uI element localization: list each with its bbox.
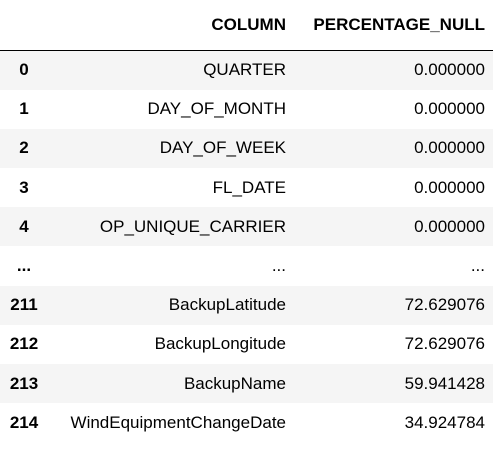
row-index: 4 (19, 216, 29, 236)
percentage-null-cell: 59.941428 (404, 373, 485, 393)
table-row: 213 BackupName 59.941428 (0, 364, 493, 404)
column-name-cell: DAY_OF_MONTH (147, 99, 286, 119)
table-row: 0 QUARTER 0.000000 (0, 50, 493, 90)
column-name-cell: FL_DATE (212, 177, 286, 197)
percentage-null-cell: 72.629076 (404, 334, 485, 354)
column-name-cell: BackupLongitude (154, 334, 286, 354)
column-name-cell: WindEquipmentChangeDate (70, 412, 286, 432)
row-index: 3 (19, 177, 29, 197)
table-row: 3 FL_DATE 0.000000 (0, 168, 493, 208)
row-index: 211 (10, 295, 38, 315)
column-name-cell: QUARTER (203, 60, 286, 80)
percentage-null-cell: 0.000000 (414, 138, 485, 158)
table-row: 211 BackupLatitude 72.629076 (0, 285, 493, 325)
column-name-cell: OP_UNIQUE_CARRIER (99, 216, 286, 236)
table-row: 4 OP_UNIQUE_CARRIER 0.000000 (0, 207, 493, 247)
percentage-null-cell: ... (470, 256, 485, 276)
row-index: 0 (19, 60, 29, 80)
percentage-null-header: PERCENTAGE_NULL (294, 0, 493, 51)
percentage-null-cell: 0.000000 (414, 216, 485, 236)
index-header (0, 0, 48, 51)
row-index: 214 (9, 412, 39, 432)
column-name-cell: ... (271, 256, 286, 276)
table-row: 1 DAY_OF_MONTH 0.000000 (0, 89, 493, 129)
table-row-ellipsis: ... ... ... (0, 246, 493, 286)
row-index: ... (16, 256, 32, 276)
table-row: 2 DAY_OF_WEEK 0.000000 (0, 128, 493, 169)
column-header: COLUMN (48, 0, 294, 51)
row-index: 2 (19, 138, 29, 158)
table-row: 214 WindEquipmentChangeDate 34.924784 (0, 403, 493, 443)
column-name-cell: BackupLatitude (168, 295, 286, 315)
percentage-null-cell: 0.000000 (414, 60, 485, 80)
table-row: 212 BackupLongitude 72.629076 (0, 324, 493, 364)
row-index: 1 (19, 99, 29, 119)
percentage-null-cell: 0.000000 (414, 99, 485, 119)
column-name-cell: DAY_OF_WEEK (159, 138, 286, 158)
row-index: 213 (9, 373, 39, 393)
table-header-row: COLUMN PERCENTAGE_NULL (0, 0, 493, 51)
percentage-null-cell: 34.924784 (404, 412, 485, 432)
column-name-cell: BackupName (183, 373, 286, 393)
row-index: 212 (9, 334, 39, 354)
percentage-null-cell: 0.000000 (414, 177, 485, 197)
percentage-null-cell: 72.629076 (404, 295, 485, 315)
